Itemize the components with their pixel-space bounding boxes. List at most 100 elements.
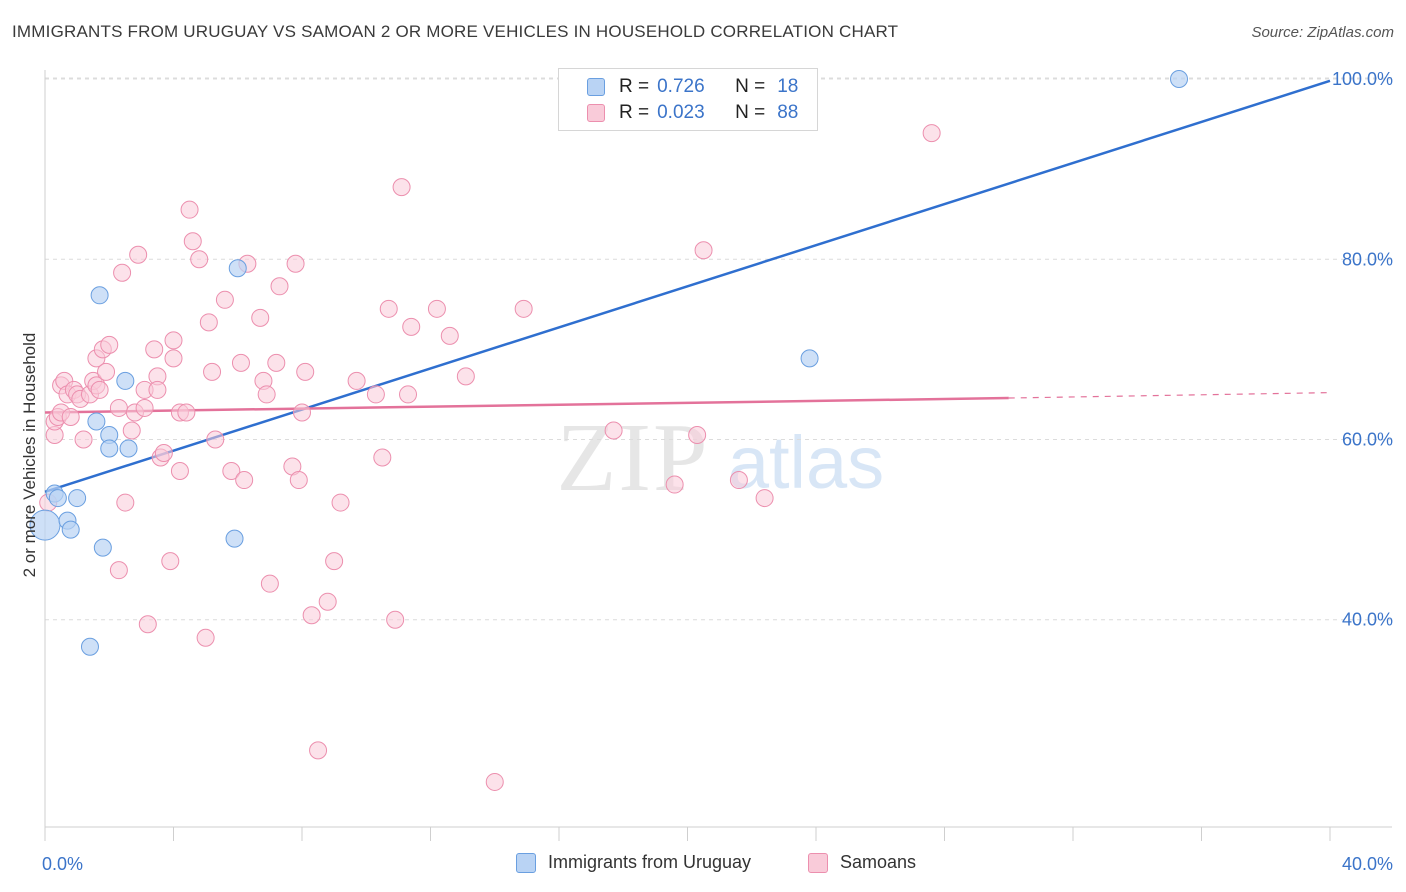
point-uruguay [61,520,80,539]
point-samoans [289,471,308,490]
point-samoans [122,421,141,440]
point-uruguay [87,412,106,431]
trend-line-uruguay [44,79,1331,493]
chart-title: IMMIGRANTS FROM URUGUAY VS SAMOAN 2 OR M… [12,22,899,41]
point-uruguay [80,637,99,656]
point-samoans [379,299,398,318]
point-samoans [100,335,119,354]
point-uruguay [90,286,109,305]
point-samoans [203,362,222,381]
point-samoans [309,741,328,760]
point-samoans [215,290,234,309]
point-samoans [90,380,109,399]
point-samoans [440,326,459,345]
data-points [29,70,1189,791]
point-samoans [604,421,623,440]
r-value: 0.023 [657,102,705,123]
point-samoans [177,403,196,422]
watermark: ZIP atlas [557,404,885,512]
point-samoans [665,475,684,494]
point-samoans [190,250,209,269]
point-samoans [164,349,183,368]
point-samoans [196,628,215,647]
point-uruguay [225,529,244,548]
point-samoans [296,362,315,381]
point-samoans [231,353,250,372]
point-samoans [427,299,446,318]
trend-line-samoans-extension [1008,392,1331,399]
point-uruguay [48,489,67,508]
point-samoans [97,362,116,381]
point-uruguay [119,439,138,458]
grid [45,77,1392,621]
point-uruguay [1170,70,1189,89]
point-samoans [456,367,475,386]
samoans-swatch [587,104,605,122]
legend-label-samoans: Samoans [840,852,917,872]
point-samoans [267,353,286,372]
y-tick-label: 80.0% [1342,249,1393,269]
point-samoans [331,493,350,512]
n-label: N = [735,102,766,123]
point-samoans [286,254,305,273]
point-uruguay [228,259,247,278]
point-samoans [164,331,183,350]
point-samoans [257,385,276,404]
n-label: N = [735,76,766,97]
x-tick-label: 40.0% [1342,854,1393,874]
watermark-zip: ZIP [557,404,710,512]
point-samoans [755,489,774,508]
point-samoans [392,178,411,197]
point-samoans [514,299,533,318]
point-samoans [138,615,157,634]
point-samoans [183,232,202,251]
point-samoans [922,124,941,143]
point-samoans [109,561,128,580]
samoans-legend-swatch [808,852,828,873]
point-uruguay [116,371,135,390]
legend-row-samoans: R = 0.023 N = 88 [587,101,798,125]
point-samoans [485,772,504,791]
point-samoans [222,462,241,481]
legend-item-uruguay[interactable]: Immigrants from Uruguay [516,852,751,873]
legend-item-samoans[interactable]: Samoans [808,852,916,873]
point-samoans [109,398,128,417]
r-value: 0.726 [657,76,705,97]
r-label: R = [619,102,650,123]
point-samoans [729,471,748,490]
point-samoans [206,430,225,449]
y-tick-label: 60.0% [1342,429,1393,449]
point-uruguay [68,489,87,508]
point-samoans [694,241,713,260]
point-samoans [154,444,173,463]
point-uruguay [93,538,112,557]
point-samoans [399,385,418,404]
point-uruguay [100,439,119,458]
point-samoans [373,448,392,467]
point-samoans [170,462,189,481]
correlation-legend: R = 0.726 N = 18 R = 0.023 N = 88 [558,68,818,131]
point-samoans [402,317,421,336]
point-samoans [366,385,385,404]
y-axis-label: 2 or more Vehicles in Household [20,332,39,578]
uruguay-swatch [587,78,605,96]
legend-row-uruguay: R = 0.726 N = 18 [587,75,798,99]
x-tick-label: 0.0% [42,854,83,874]
point-samoans [74,430,93,449]
point-samoans [386,610,405,629]
point-samoans [113,263,132,282]
point-uruguay [800,349,819,368]
uruguay-legend-swatch [516,852,536,873]
point-samoans [116,493,135,512]
point-samoans [129,245,148,264]
y-tick-label: 40.0% [1342,610,1393,630]
point-samoans [135,398,154,417]
y-tick-labels: 40.0% 60.0% 80.0% 100.0% [1332,69,1393,630]
y-tick-label: 100.0% [1332,69,1393,89]
point-samoans [148,380,167,399]
r-label: R = [619,76,650,97]
point-samoans [251,308,270,327]
trend-line-samoans [44,396,1009,414]
point-samoans [199,313,218,332]
